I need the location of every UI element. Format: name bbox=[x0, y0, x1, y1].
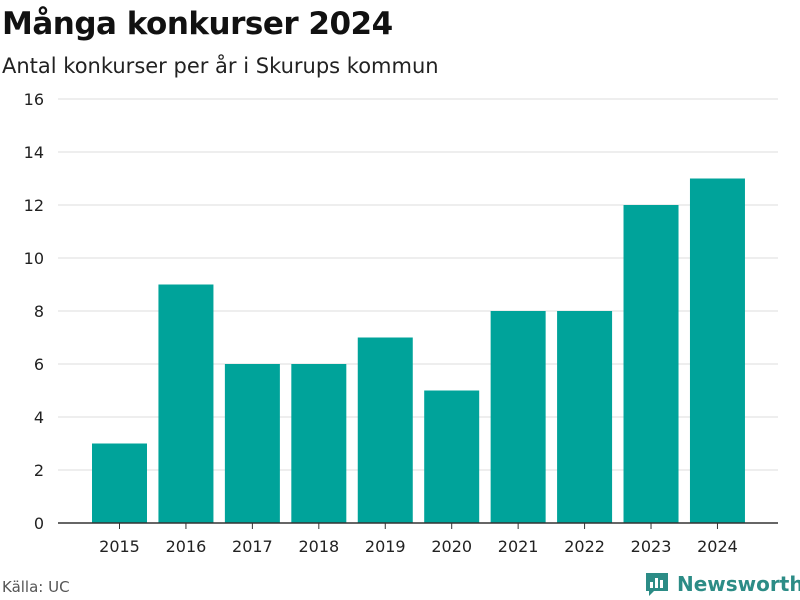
y-tick-label: 4 bbox=[34, 408, 44, 427]
x-tick-label: 2018 bbox=[298, 537, 339, 556]
x-tick-label: 2024 bbox=[697, 537, 738, 556]
brand-logo: Newsworthy bbox=[644, 569, 800, 599]
chart-title: Många konkurser 2024 bbox=[2, 6, 393, 42]
y-tick-label: 16 bbox=[24, 90, 44, 109]
y-tick-label: 8 bbox=[34, 302, 44, 321]
bar-chart-icon bbox=[646, 573, 668, 596]
bar-2017 bbox=[224, 364, 280, 523]
y-tick-label: 6 bbox=[34, 355, 44, 374]
x-tick-label: 2020 bbox=[431, 537, 472, 556]
y-tick-label: 12 bbox=[24, 196, 44, 215]
x-tick-label: 2022 bbox=[564, 537, 605, 556]
brand-name: Newsworthy bbox=[677, 572, 800, 596]
x-tick-label: 2015 bbox=[99, 537, 140, 556]
bar-2016 bbox=[158, 284, 214, 523]
bar-2024 bbox=[689, 178, 745, 523]
bar-2021 bbox=[490, 311, 546, 523]
bar-2020 bbox=[424, 390, 480, 523]
x-tick-label: 2019 bbox=[365, 537, 406, 556]
bar-2018 bbox=[291, 364, 347, 523]
x-tick-label: 2021 bbox=[498, 537, 539, 556]
bar-2015 bbox=[92, 443, 147, 523]
y-tick-label: 0 bbox=[34, 514, 44, 533]
y-tick-label: 2 bbox=[34, 461, 44, 480]
x-tick-label: 2017 bbox=[232, 537, 273, 556]
bar-2022 bbox=[557, 311, 613, 523]
x-tick-label: 2023 bbox=[631, 537, 672, 556]
x-tick-label: 2016 bbox=[166, 537, 207, 556]
bar-2023 bbox=[623, 205, 679, 523]
y-axis-ticks: 0 2 4 6 8 10 12 14 16 bbox=[24, 90, 44, 533]
source-note: Källa: UC bbox=[2, 578, 70, 596]
x-axis-ticks: 2015 2016 2017 2018 2019 2020 2021 2022 2023 2024 bbox=[99, 523, 738, 556]
y-tick-label: 14 bbox=[24, 143, 44, 162]
bars bbox=[92, 178, 745, 523]
y-tick-label: 10 bbox=[24, 249, 44, 268]
chart-subtitle: Antal konkurser per år i Skurups kommun bbox=[2, 54, 439, 78]
bar-2019 bbox=[357, 337, 413, 523]
